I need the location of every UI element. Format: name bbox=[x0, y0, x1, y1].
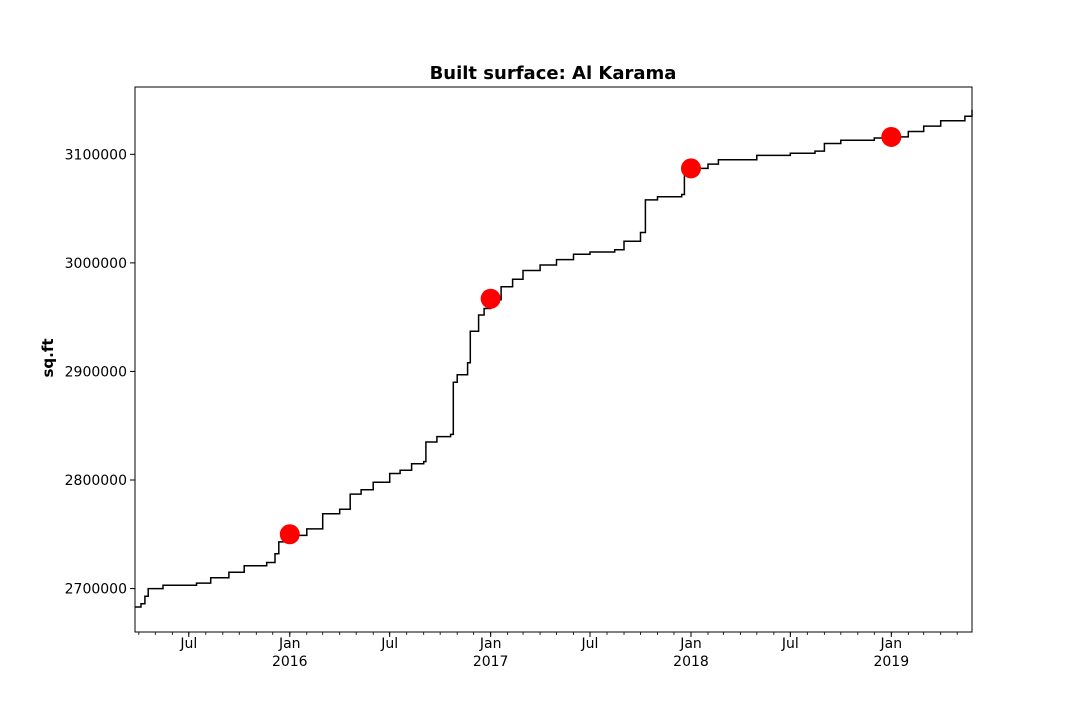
x-tick-year-label: 2017 bbox=[473, 654, 509, 670]
plot-frame bbox=[134, 86, 973, 633]
x-tick-year-label: 2019 bbox=[873, 654, 909, 670]
chart-title: Built surface: Al Karama bbox=[430, 63, 677, 84]
x-tick-label: Jan bbox=[479, 636, 502, 652]
y-axis: 2700000 2800000 2900000 3000000 3100000 bbox=[65, 147, 135, 598]
plot-area bbox=[135, 109, 973, 608]
y-axis-label: sq.ft bbox=[39, 338, 57, 377]
x-tick-label: Jul bbox=[380, 636, 398, 652]
y-tick-label: 3000000 bbox=[65, 256, 127, 272]
y-tick-label: 2800000 bbox=[65, 473, 127, 489]
x-tick-label: Jan bbox=[278, 636, 301, 652]
y-tick-label: 3100000 bbox=[65, 147, 127, 163]
x-tick-label: Jul bbox=[581, 636, 599, 652]
x-tick-year-label: 2016 bbox=[272, 654, 308, 670]
y-tick-label: 2700000 bbox=[65, 582, 127, 598]
highlight-marker bbox=[480, 288, 501, 309]
highlight-marker bbox=[680, 158, 701, 179]
x-axis: Jul Jan 2016 Jul Jan 2017 Jul Jan 2018 Jul Jan 2019 bbox=[138, 632, 958, 670]
highlight-marker bbox=[279, 524, 300, 545]
highlight-marker bbox=[881, 126, 902, 147]
y-tick-label: 2900000 bbox=[65, 364, 127, 380]
series-line bbox=[135, 109, 973, 608]
x-tick-label: Jan bbox=[679, 636, 702, 652]
x-tick-label: Jul bbox=[781, 636, 799, 652]
x-tick-label: Jul bbox=[179, 636, 197, 652]
x-tick-year-label: 2018 bbox=[673, 654, 709, 670]
x-tick-label: Jan bbox=[880, 636, 903, 652]
